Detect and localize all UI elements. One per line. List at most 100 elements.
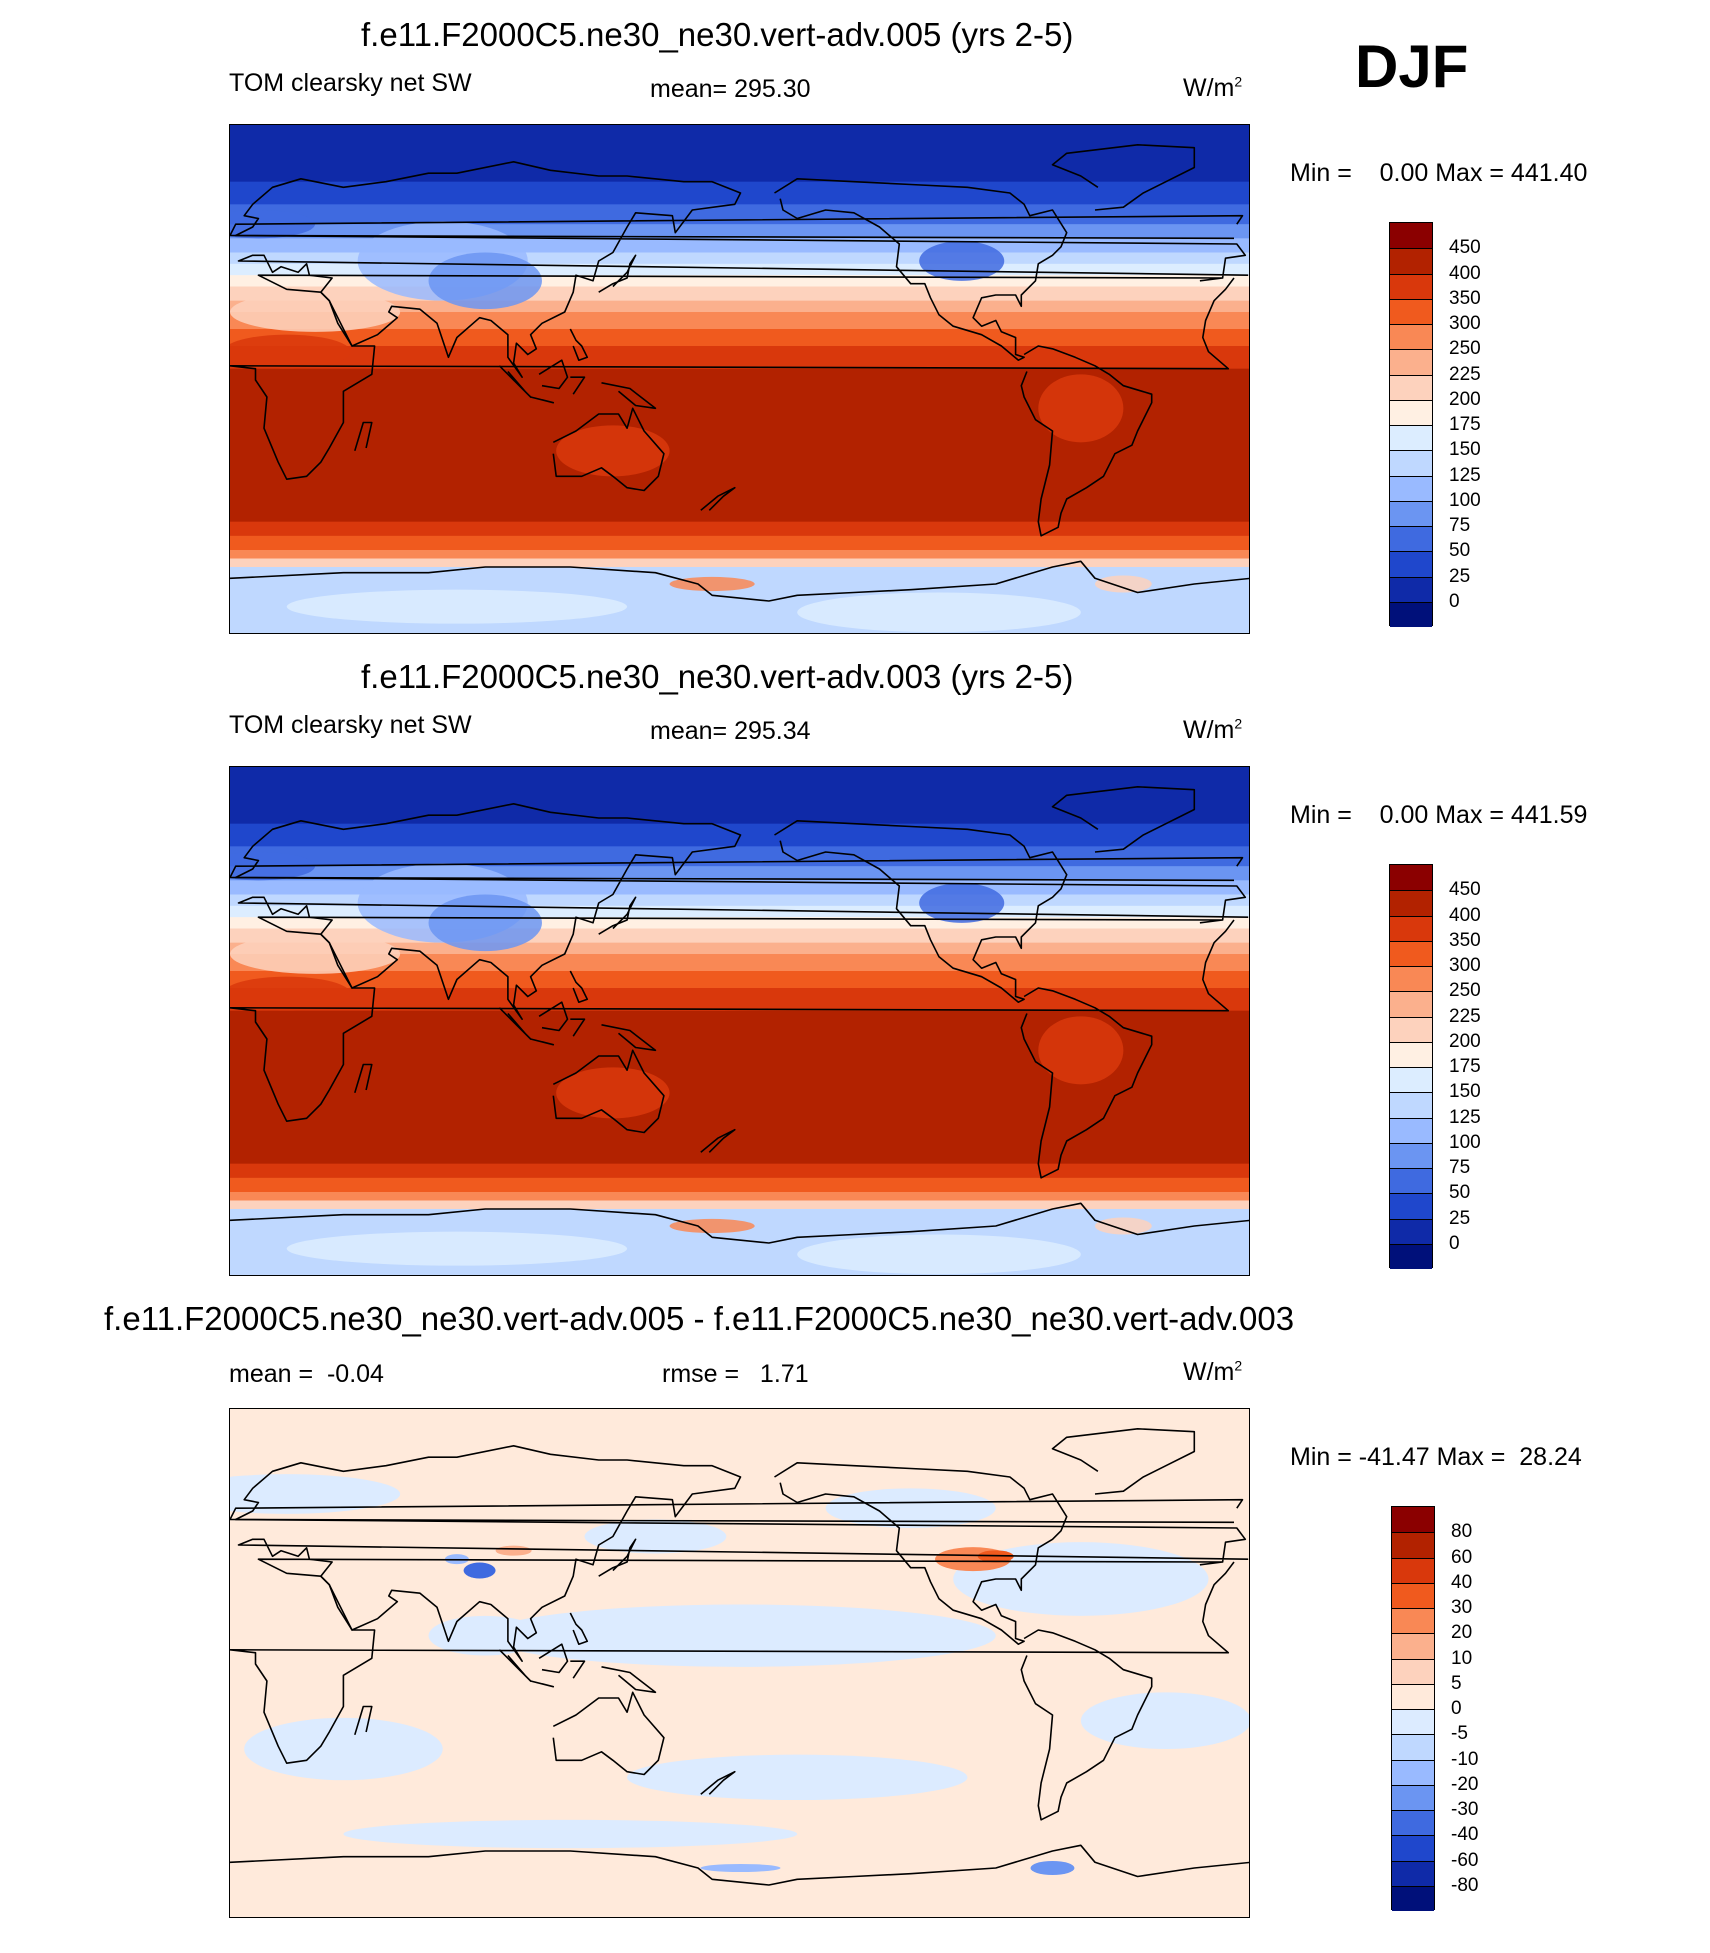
colorbar-tick-label: 450 — [1449, 879, 1481, 901]
colorbar-tick-label: 150 — [1449, 1081, 1481, 1103]
colorbar-swatch — [1392, 1835, 1434, 1861]
colorbar-swatch — [1390, 890, 1432, 916]
colorbar-swatch — [1390, 576, 1432, 602]
colorbar-tick-label: 25 — [1449, 565, 1471, 587]
colorbar-tick-label: 250 — [1449, 980, 1481, 1002]
colorbar-swatch — [1390, 1142, 1432, 1168]
colorbar-tick-label: 300 — [1449, 313, 1481, 334]
colorbar-swatch — [1390, 1016, 1432, 1042]
colorbar-tick-label: 60 — [1451, 1546, 1473, 1568]
colorbar-tick-label: 25 — [1449, 1207, 1471, 1229]
colorbar-tick-label: 225 — [1449, 363, 1481, 385]
colorbar-tick-label: 80 — [1451, 1521, 1473, 1543]
colorbar-tick-label: -40 — [1451, 1824, 1479, 1846]
colorbar-tick-label: 300 — [1449, 955, 1481, 976]
map-panel-model-003 — [229, 766, 1250, 1276]
colorbar-tick-label: 100 — [1449, 1131, 1481, 1153]
colorbar-swatch — [1392, 1759, 1434, 1785]
colorbar-swatch — [1390, 425, 1432, 451]
mean-label: mean= 295.34 — [650, 717, 811, 745]
colorbar-swatch — [1390, 1117, 1432, 1143]
colorbar-tick-label: 175 — [1449, 414, 1481, 435]
panel-title: f.e11.F2000C5.ne30_ne30.vert-adv.005 - f… — [104, 1300, 1295, 1337]
colorbar-tick-label: 450 — [1449, 237, 1481, 259]
panel-title: f.e11.F2000C5.ne30_ne30.vert-adv.005 (yr… — [361, 16, 1074, 53]
colorbar-tick-label: 350 — [1449, 929, 1481, 951]
min-max-label: Min = -41.47 Max = 28.24 — [1290, 1443, 1582, 1471]
colorbar-swatch — [1392, 1633, 1434, 1659]
colorbar-swatch — [1392, 1582, 1434, 1608]
rmse-label: rmse = 1.71 — [662, 1360, 809, 1388]
colorbar-tick-label: -80 — [1451, 1874, 1479, 1896]
colorbar-swatch — [1390, 915, 1432, 941]
unit-label: W/m2 — [1183, 1357, 1243, 1386]
colorbar-swatch — [1392, 1784, 1434, 1810]
colorbar-swatch — [1392, 1734, 1434, 1760]
colorbar-swatch — [1390, 273, 1432, 299]
colorbar-swatch — [1390, 450, 1432, 476]
colorbar-swatch — [1390, 349, 1432, 375]
variable-label: TOM clearsky net SW — [229, 711, 472, 739]
mean-label: mean= 295.30 — [650, 75, 811, 103]
colorbar-swatch — [1392, 1709, 1434, 1735]
colorbar-swatch — [1392, 1860, 1434, 1886]
colorbar-swatch — [1390, 1243, 1432, 1269]
colorbar-tick-label: 350 — [1449, 287, 1481, 309]
colorbar-swatch — [1390, 324, 1432, 350]
colorbar-tick-label: 200 — [1449, 388, 1481, 410]
colorbar-swatch — [1390, 374, 1432, 400]
colorbar-swatch — [1390, 1041, 1432, 1067]
mean-label: mean = -0.04 — [229, 1360, 384, 1388]
colorbar-swatch — [1390, 500, 1432, 526]
colorbar-tick-label: 225 — [1449, 1005, 1481, 1027]
colorbar-tick-label: 30 — [1451, 1597, 1473, 1618]
colorbar-tick-label: 75 — [1449, 515, 1471, 536]
colorbar-swatch — [1392, 1507, 1434, 1533]
colorbar-swatch — [1392, 1557, 1434, 1583]
colorbar — [1389, 222, 1433, 627]
colorbar-tick-label: 175 — [1449, 1056, 1481, 1077]
colorbar-swatch — [1392, 1608, 1434, 1634]
colorbar-tick-label: -30 — [1451, 1799, 1479, 1820]
colorbar — [1389, 864, 1433, 1269]
colorbar-swatch — [1392, 1532, 1434, 1558]
colorbar-tick-label: 5 — [1451, 1672, 1462, 1694]
colorbar — [1391, 1506, 1435, 1911]
colorbar-swatch — [1392, 1810, 1434, 1836]
unit-label: W/m2 — [1183, 73, 1243, 102]
colorbar-tick-label: -20 — [1451, 1773, 1479, 1795]
colorbar-tick-label: 400 — [1449, 262, 1481, 284]
colorbar-swatch — [1390, 865, 1432, 891]
colorbar-tick-label: 75 — [1449, 1157, 1471, 1178]
min-max-label: Min = 0.00 Max = 441.40 — [1290, 159, 1588, 187]
colorbar-swatch — [1390, 475, 1432, 501]
colorbar-swatch — [1390, 298, 1432, 324]
colorbar-swatch — [1390, 966, 1432, 992]
colorbar-tick-label: 125 — [1449, 464, 1481, 486]
map-panel-difference — [229, 1408, 1250, 1918]
colorbar-swatch — [1392, 1683, 1434, 1709]
variable-label: TOM clearsky net SW — [229, 69, 472, 97]
season-label: DJF — [1355, 33, 1469, 100]
colorbar-swatch — [1390, 1193, 1432, 1219]
colorbar-swatch — [1390, 940, 1432, 966]
colorbar-swatch — [1392, 1885, 1434, 1911]
colorbar-swatch — [1390, 248, 1432, 274]
colorbar-tick-label: 125 — [1449, 1106, 1481, 1128]
colorbar-tick-label: -10 — [1451, 1748, 1479, 1770]
colorbar-swatch — [1390, 1092, 1432, 1118]
colorbar-tick-label: 20 — [1451, 1622, 1473, 1644]
map-panel-model-005 — [229, 124, 1250, 634]
panel-title: f.e11.F2000C5.ne30_ne30.vert-adv.003 (yr… — [361, 658, 1074, 695]
colorbar-tick-label: 40 — [1451, 1571, 1473, 1593]
colorbar-tick-label: -5 — [1451, 1723, 1468, 1745]
colorbar-tick-label: 200 — [1449, 1030, 1481, 1052]
colorbar-tick-label: 250 — [1449, 338, 1481, 360]
colorbar-tick-label: 0 — [1451, 1698, 1462, 1719]
colorbar-tick-label: 400 — [1449, 904, 1481, 926]
colorbar-swatch — [1390, 991, 1432, 1017]
colorbar-tick-label: -60 — [1451, 1849, 1479, 1871]
colorbar-swatch — [1390, 223, 1432, 249]
colorbar-tick-label: 0 — [1449, 1232, 1460, 1254]
colorbar-swatch — [1390, 399, 1432, 425]
